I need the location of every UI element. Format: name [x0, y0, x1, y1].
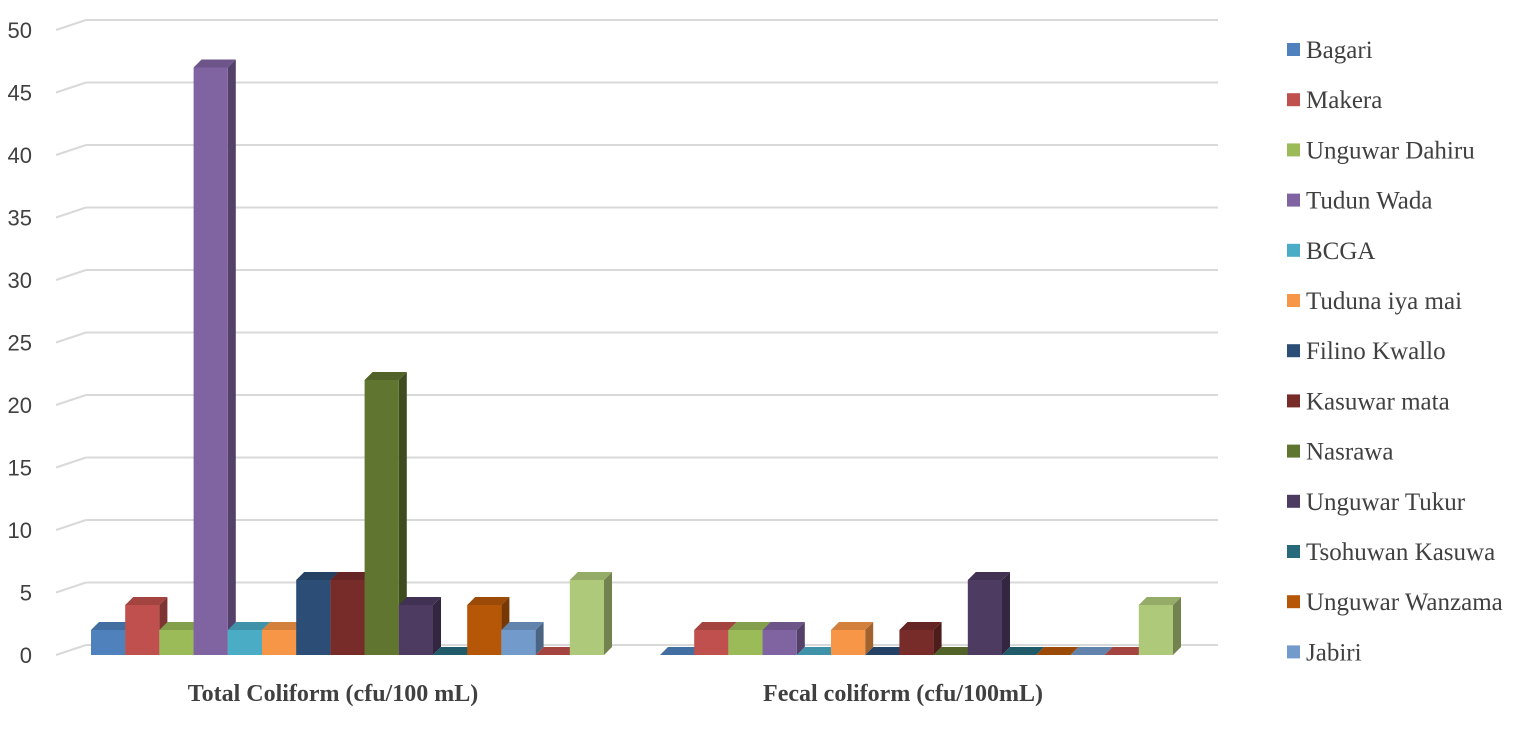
legend-label: Unguwar Dahiru	[1306, 137, 1475, 164]
y-tick-label: 45	[8, 81, 32, 106]
bar	[1070, 647, 1113, 655]
legend-item: BCGA	[1287, 238, 1375, 265]
legend-item: Bagari	[1287, 37, 1373, 64]
legend-item: Tsohuwan Kasuwa	[1287, 539, 1495, 566]
legend-swatch	[1287, 394, 1300, 408]
legend-label: Kasuwar mata	[1306, 388, 1450, 415]
legend-label: Jabiri	[1306, 639, 1362, 666]
bar	[398, 597, 441, 655]
legend-swatch	[1287, 494, 1300, 508]
legend-swatch	[1287, 193, 1300, 207]
gridline-depth-5	[55, 581, 87, 594]
legend-item: Nasrawa	[1287, 439, 1393, 466]
legend-label: Tudun Wada	[1306, 188, 1432, 215]
legend-swatch	[1287, 143, 1300, 157]
legend-label: Nasrawa	[1306, 439, 1393, 466]
gridline-depth-10	[55, 519, 87, 531]
gridlines	[55, 19, 1218, 656]
y-tick-label: 0	[20, 643, 32, 668]
y-tick-label: 5	[20, 581, 32, 606]
legend-label: Unguwar Wanzama	[1306, 589, 1503, 616]
bar	[569, 572, 612, 655]
legend-label: Bagari	[1306, 37, 1373, 64]
legend-swatch	[1287, 93, 1300, 107]
y-tick-label: 30	[8, 268, 32, 293]
legend-swatch	[1287, 595, 1300, 609]
bar	[1104, 647, 1147, 655]
gridline-depth-25	[55, 331, 87, 344]
y-tick-label: 50	[8, 18, 32, 43]
bar	[660, 647, 703, 655]
legend-label: Makera	[1306, 87, 1382, 114]
legend-item: Tudun Wada	[1287, 188, 1432, 215]
legend-item: Filino Kwallo	[1287, 338, 1446, 365]
y-tick-label: 35	[8, 206, 32, 231]
bar	[227, 622, 270, 655]
bars	[91, 59, 1181, 655]
category-label: Fecal coliform (cfu/100mL)	[763, 681, 1043, 707]
legend-item: Unguwar Dahiru	[1287, 137, 1475, 164]
y-tick-label: 20	[8, 393, 32, 418]
bar	[193, 59, 236, 655]
bar	[501, 622, 544, 655]
gridline-depth-35	[55, 206, 87, 219]
legend-item: Tuduna iya mai	[1287, 288, 1462, 315]
bar	[967, 572, 1010, 655]
legend-item: Makera	[1287, 87, 1382, 114]
legend-label: Unguwar Tukur	[1306, 489, 1466, 516]
gridline-depth-0	[55, 644, 87, 656]
legend-swatch	[1287, 444, 1300, 458]
gridline-depth-15	[55, 456, 87, 469]
y-axis-ticks: 0 5 10 15 20 25 30 35 40 45 50	[8, 18, 32, 668]
legend-item: Jabiri	[1287, 639, 1362, 666]
gridline-depth-50	[55, 19, 87, 31]
y-tick-label: 15	[8, 456, 32, 481]
bar	[899, 622, 942, 655]
category-label: Total Coliform (cfu/100 mL)	[188, 681, 478, 707]
bar	[762, 622, 805, 655]
bar	[1036, 647, 1079, 655]
bar	[364, 372, 407, 655]
legend-swatch	[1287, 43, 1300, 56]
legend-item: Unguwar Wanzama	[1287, 589, 1503, 616]
legend-swatch	[1287, 645, 1300, 659]
legend-item: Kasuwar mata	[1287, 388, 1450, 415]
legend-label: BCGA	[1306, 238, 1375, 265]
gridline-depth-45	[55, 81, 87, 94]
legend-swatch	[1287, 294, 1300, 307]
legend-swatch	[1287, 545, 1300, 558]
legend-swatch	[1287, 243, 1300, 257]
legend-label: Filino Kwallo	[1306, 338, 1446, 365]
gridline-depth-30	[55, 269, 87, 281]
gridline-depth-40	[55, 144, 87, 156]
legend-label: Tsohuwan Kasuwa	[1306, 539, 1495, 566]
bar	[1138, 597, 1181, 655]
bar	[1002, 647, 1045, 655]
legend: Bagari Makera Unguwar Dahiru Tudun Wada BCGA…	[1287, 37, 1503, 666]
y-tick-label: 10	[8, 518, 32, 543]
bar	[933, 647, 976, 655]
legend-item: Unguwar Tukur	[1287, 489, 1466, 516]
bar	[831, 622, 874, 655]
legend-swatch	[1287, 344, 1300, 358]
bar	[535, 647, 578, 655]
y-tick-label: 25	[8, 331, 32, 356]
category-labels: Total Coliform (cfu/100 mL) Fecal colifor…	[188, 681, 1043, 707]
gridline-depth-20	[55, 394, 87, 406]
y-tick-label: 40	[8, 143, 32, 168]
bar	[433, 647, 476, 655]
bar	[159, 622, 202, 655]
bar	[865, 647, 908, 655]
legend-label: Tuduna iya mai	[1306, 288, 1462, 315]
bar	[796, 647, 839, 655]
